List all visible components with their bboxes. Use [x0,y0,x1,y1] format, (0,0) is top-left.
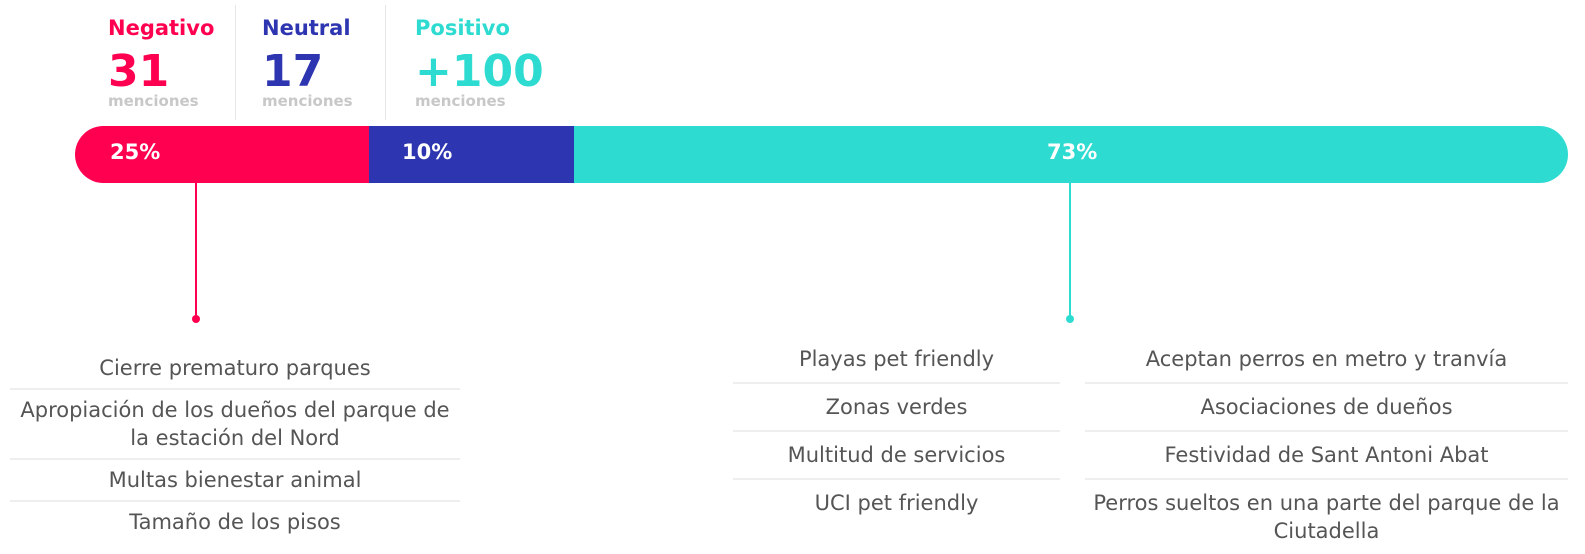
sentiment-label: Neutral [262,16,351,40]
connectors [192,183,1074,323]
sentiment-label: Positivo [415,16,510,40]
positive-segment [574,126,1568,183]
connector-dot [1066,315,1074,323]
mention-count: 17 [262,46,324,97]
mention-count: +100 [415,46,544,97]
negative-segment [75,126,369,183]
negative-topics: Cierre prematuro parques Apropiación de l… [10,348,460,542]
mention-unit: menciones [262,92,353,110]
topic: UCI pet friendly [814,491,979,515]
sentiment-label: Negativo [108,16,215,40]
topic: Multas bienestar animal [10,460,460,502]
share-label: 25% [110,140,161,164]
topic: Tamaño de los pisos [129,510,341,534]
topic: Aceptan perros en metro y tranvía [1085,336,1568,384]
topic: Festividad de Sant Antoni Abat [1085,432,1568,480]
separator [235,5,236,120]
topic: Apropiación de los dueños del parque de … [10,390,460,460]
share-label: 10% [402,140,453,164]
topic: Cierre prematuro parques [10,348,460,390]
topic: Asociaciones de dueños [1085,384,1568,432]
positive-topics: Playas pet friendly Zonas verdes Multitud … [733,336,1060,526]
topic: Multitud de servicios [733,432,1060,480]
share-label: 73% [1047,140,1098,164]
connector-dot [192,315,200,323]
positive-topics: Aceptan perros en metro y tranvía Asociac… [1085,336,1568,554]
separator [385,5,386,120]
topic: Perros sueltos en una parte del parque d… [1093,491,1560,543]
mention-unit: menciones [415,92,506,110]
topic: Playas pet friendly [733,336,1060,384]
topic: Zonas verdes [733,384,1060,432]
mention-unit: menciones [108,92,199,110]
neutral-segment [369,126,574,183]
mention-count: 31 [108,46,170,97]
